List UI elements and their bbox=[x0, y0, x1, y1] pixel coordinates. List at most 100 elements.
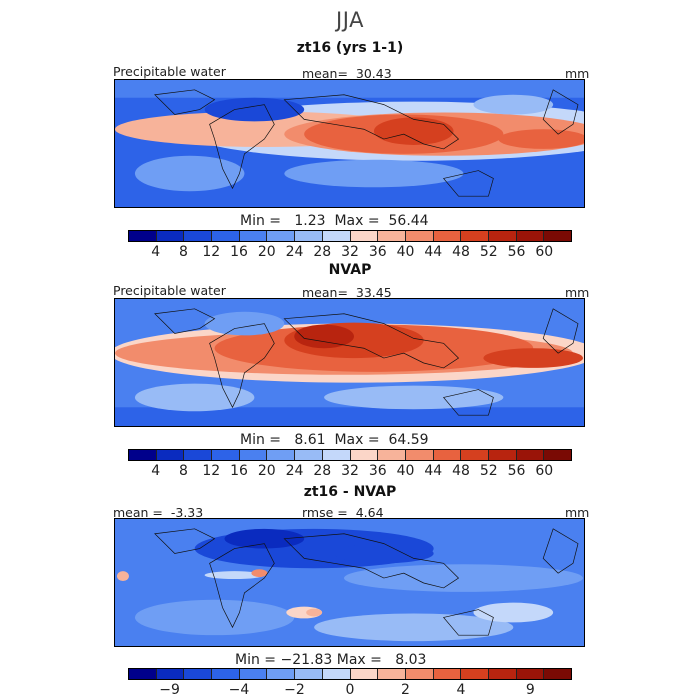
panel-title-obs: NVAP bbox=[328, 262, 372, 278]
colorbar-tick-label: 48 bbox=[452, 463, 470, 479]
colorbar bbox=[128, 449, 572, 461]
colorbar-tick-label: 8 bbox=[179, 463, 188, 479]
colorbar-swatch bbox=[156, 450, 185, 460]
colorbar bbox=[128, 230, 572, 242]
main-title: JJA bbox=[336, 8, 364, 32]
colorbar-swatch bbox=[239, 450, 268, 460]
mean-label: mean = -3.33 bbox=[113, 505, 204, 520]
colorbar-swatch bbox=[129, 669, 157, 679]
colorbar-swatch bbox=[212, 231, 240, 241]
colorbar-swatch bbox=[516, 669, 545, 679]
colorbar-tick-label: 20 bbox=[257, 244, 276, 260]
colorbar-tick-label: 16 bbox=[230, 463, 248, 479]
min-max-readout: Min = 1.23 Max = 56.44 bbox=[240, 213, 429, 229]
colorbar-tick-label: −2 bbox=[284, 682, 305, 698]
colorbar-tick-label: 32 bbox=[341, 463, 359, 479]
colorbar-ticks: 4 8 12 16 20 24 28 32 36 40 44 48 52 56 60 bbox=[0, 463, 700, 481]
colorbar-swatch bbox=[295, 450, 323, 460]
colorbar-swatch bbox=[295, 669, 323, 679]
colorbar-swatch bbox=[184, 231, 213, 241]
colorbar-tick-label: 28 bbox=[313, 463, 332, 479]
colorbar-swatch bbox=[350, 450, 379, 460]
colorbar-swatch bbox=[129, 450, 157, 460]
map-model bbox=[114, 79, 585, 208]
colorbar-swatch bbox=[433, 669, 462, 679]
colorbar-swatch bbox=[516, 231, 545, 241]
colorbar-ticks: 4 8 12 16 20 24 28 32 36 40 44 48 52 56 60 bbox=[0, 244, 700, 262]
colorbar-tick-label: 36 bbox=[368, 244, 387, 260]
colorbar-tick-label: −4 bbox=[228, 682, 250, 698]
field-label: Precipitable water bbox=[113, 64, 226, 79]
colorbar-tick-label: 20 bbox=[257, 463, 276, 479]
colorbar-tick-label: 24 bbox=[285, 244, 304, 260]
colorbar-swatch bbox=[488, 231, 517, 241]
colorbar-swatch bbox=[184, 450, 213, 460]
colorbar bbox=[128, 668, 572, 680]
colorbar-swatch bbox=[295, 231, 323, 241]
colorbar-swatch bbox=[212, 450, 240, 460]
colorbar-swatch bbox=[350, 669, 379, 679]
colorbar-tick-label: 32 bbox=[341, 244, 359, 260]
colorbar-swatch bbox=[267, 669, 296, 679]
colorbar-tick-label: 24 bbox=[285, 463, 304, 479]
colorbar-tick-label: 56 bbox=[507, 463, 526, 479]
colorbar-swatch bbox=[405, 669, 434, 679]
colorbar-swatch bbox=[322, 450, 351, 460]
min-max-readout: Min = 8.61 Max = 64.59 bbox=[240, 432, 429, 448]
colorbar-tick-label: 12 bbox=[202, 244, 221, 260]
colorbar-swatch bbox=[267, 450, 296, 460]
colorbar-tick-label: 9 bbox=[525, 682, 535, 698]
colorbar-swatch bbox=[544, 669, 571, 679]
colorbar-tick-label: 36 bbox=[368, 463, 387, 479]
colorbar-swatch bbox=[461, 450, 489, 460]
colorbar-tick-label: 56 bbox=[507, 244, 526, 260]
map-model-field bbox=[115, 80, 584, 207]
colorbar-swatch bbox=[322, 669, 351, 679]
panel-title-diff: zt16 - NVAP bbox=[303, 484, 397, 500]
colorbar-swatch bbox=[129, 231, 157, 241]
colorbar-swatch bbox=[184, 669, 213, 679]
colorbar-tick-label: 44 bbox=[424, 244, 443, 260]
colorbar-tick-label: 44 bbox=[424, 463, 443, 479]
colorbar-swatch bbox=[378, 450, 406, 460]
field-label: Precipitable water bbox=[113, 283, 226, 298]
colorbar-tick-label: 48 bbox=[452, 244, 470, 260]
colorbar-tick-label: −9 bbox=[159, 682, 180, 698]
colorbar-tick-label: 4 bbox=[456, 682, 466, 698]
colorbar-swatch bbox=[544, 231, 571, 241]
min-max-readout: Min = −21.83 Max = 8.03 bbox=[235, 652, 427, 668]
colorbar-swatch bbox=[212, 669, 240, 679]
colorbar-swatch bbox=[461, 231, 489, 241]
colorbar-tick-label: 16 bbox=[230, 244, 248, 260]
colorbar-ticks: −9 −4 −2 0 2 4 9 bbox=[0, 682, 700, 700]
colorbar-swatch bbox=[239, 669, 268, 679]
units-label: mm bbox=[565, 505, 590, 520]
rmse-label: rmse = 4.64 bbox=[302, 505, 384, 520]
colorbar-swatch bbox=[350, 231, 379, 241]
colorbar-tick-label: 0 bbox=[345, 682, 355, 698]
panel-title-model: zt16 (yrs 1-1) bbox=[296, 40, 404, 56]
colorbar-tick-label: 52 bbox=[479, 463, 498, 479]
map-diff-field bbox=[115, 519, 584, 646]
map-diff bbox=[114, 518, 585, 647]
map-obs-field bbox=[115, 299, 584, 426]
colorbar-swatch bbox=[488, 450, 517, 460]
colorbar-tick-label: 60 bbox=[535, 244, 554, 260]
colorbar-swatch bbox=[488, 669, 517, 679]
colorbar-tick-label: 2 bbox=[401, 682, 410, 698]
colorbar-swatch bbox=[461, 669, 489, 679]
mean-label: mean= 30.43 bbox=[302, 66, 392, 81]
colorbar-swatch bbox=[405, 450, 434, 460]
colorbar-tick-label: 52 bbox=[479, 244, 498, 260]
map-obs bbox=[114, 298, 585, 427]
colorbar-tick-label: 4 bbox=[151, 244, 161, 260]
colorbar-tick-label: 60 bbox=[535, 463, 554, 479]
colorbar-tick-label: 4 bbox=[151, 463, 161, 479]
colorbar-swatch bbox=[378, 231, 406, 241]
units-label: mm bbox=[565, 285, 590, 300]
colorbar-tick-label: 28 bbox=[313, 244, 332, 260]
colorbar-swatch bbox=[156, 669, 185, 679]
colorbar-swatch bbox=[239, 231, 268, 241]
units-label: mm bbox=[565, 66, 590, 81]
colorbar-swatch bbox=[378, 669, 406, 679]
